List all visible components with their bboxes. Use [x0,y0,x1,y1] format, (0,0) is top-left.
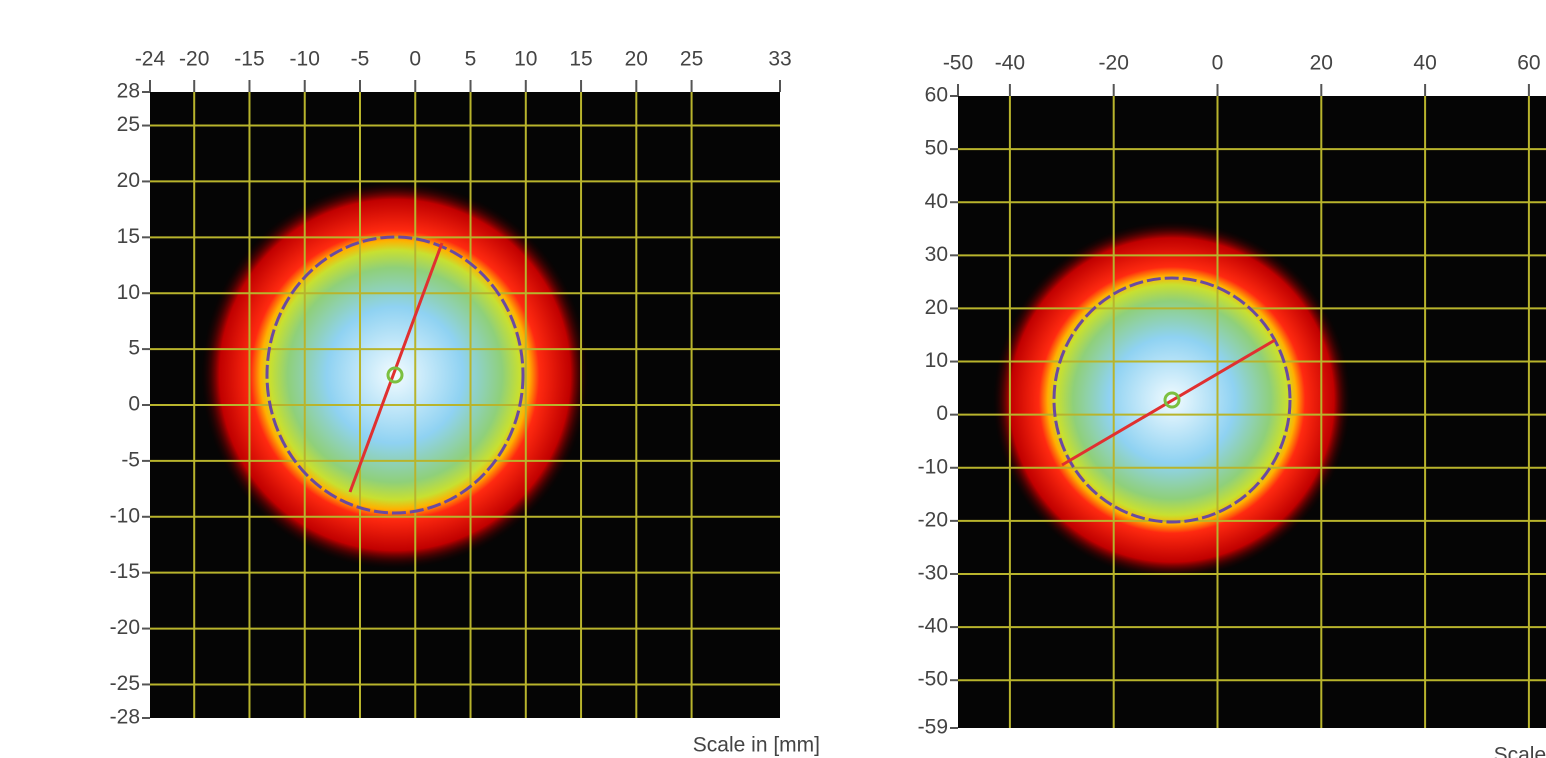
y-tick-label: -50 [918,668,948,691]
y-tick-label: 15 [117,225,140,248]
y-tick-label: -15 [110,560,140,583]
y-tick-label: -25 [110,672,140,695]
x-tick-label: -40 [995,52,1025,75]
x-tick-label: 0 [1212,52,1224,75]
x-tick-label: 40 [1413,52,1436,75]
x-tick-label: -5 [351,48,370,71]
y-tick-label: 30 [925,243,948,266]
x-tick-label: -24 [135,48,166,71]
y-tick-label: -40 [918,615,948,638]
x-tick-label: -15 [234,48,264,71]
x-tick-label: 60 [1517,52,1540,75]
panel: -24 -20 -15 -10 -5 0 5 10 15 20 25 33 28 25 20 15 10 5 0 -5… [110,48,820,757]
x-tick-label: -20 [179,48,209,71]
page: -24-20-15-10-5051015202533282520151050-5… [0,0,1546,758]
caption: Scale in [mm] [1494,744,1546,758]
x-tick-label: 10 [514,48,537,71]
y-tick-label: -28 [110,706,140,729]
x-tick-label: 0 [409,48,421,71]
x-tick-label: 33 [768,48,791,71]
y-tick-label: 10 [117,281,140,304]
x-tick-label: 20 [1310,52,1333,75]
y-tick-label: 28 [117,80,140,103]
y-tick-label: -20 [110,616,140,639]
y-tick-label: -10 [918,455,948,478]
y-tick-label: 0 [128,393,140,416]
x-tick-label: 20 [625,48,648,71]
y-tick-label: -10 [110,504,140,527]
y-tick-label: -20 [918,508,948,531]
x-tick-label: 25 [680,48,703,71]
beam-profiles: -24-20-15-10-5051015202533282520151050-5… [0,0,1546,758]
y-tick-label: 0 [936,402,948,425]
x-tick-label: -20 [1099,52,1129,75]
y-tick-label: 60 [925,84,948,107]
x-tick-label: -50 [943,52,973,75]
y-tick-label: 20 [117,169,140,192]
y-tick-label: 20 [925,296,948,319]
panel: -50 -40 -20 0 20 40 60 60 50 40 30 20 10 0 -10 -20 -30 -4… [918,52,1546,758]
caption: Scale in [mm] [693,734,820,757]
y-tick-label: 25 [117,113,140,136]
y-tick-label: -5 [121,448,140,471]
y-tick-label: 5 [128,337,140,360]
y-tick-label: 10 [925,349,948,372]
y-tick-label: 40 [925,190,948,213]
x-tick-label: 15 [569,48,592,71]
y-tick-label: -59 [918,716,948,739]
x-tick-label: 5 [465,48,477,71]
y-tick-label: 50 [925,137,948,160]
x-tick-label: -10 [290,48,320,71]
y-tick-label: -30 [918,562,948,585]
